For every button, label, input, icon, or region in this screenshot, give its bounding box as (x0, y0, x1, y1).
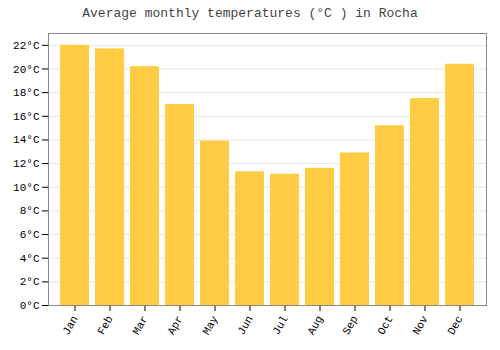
svg-text:Apr: Apr (165, 314, 185, 337)
svg-text:8°C: 8°C (20, 205, 40, 217)
svg-text:Mar: Mar (130, 314, 150, 337)
svg-text:Jul: Jul (270, 314, 290, 337)
svg-text:Jan: Jan (60, 314, 80, 337)
html-text:Average monthly temperatures (: Average monthly temperatures (°C ) in Ro… (82, 6, 418, 21)
svg-text:16°C: 16°C (13, 111, 40, 123)
svg-text:14°C: 14°C (13, 134, 40, 146)
svg-text:22°C: 22°C (13, 40, 40, 52)
svg-text:12°C: 12°C (13, 158, 40, 170)
svg-text:Oct: Oct (375, 314, 395, 337)
svg-text:18°C: 18°C (13, 87, 40, 99)
svg-text:20°C: 20°C (13, 63, 40, 75)
svg-text:Feb: Feb (95, 314, 115, 337)
svg-text:2°C: 2°C (20, 276, 40, 288)
svg-text:Aug: Aug (305, 314, 325, 337)
svg-text:Sep: Sep (340, 314, 360, 337)
svg-text:4°C: 4°C (20, 253, 40, 265)
svg-text:6°C: 6°C (20, 229, 40, 241)
svg-text:10°C: 10°C (13, 182, 40, 194)
svg-text:Dec: Dec (445, 314, 465, 337)
svg-text:Jun: Jun (235, 314, 255, 337)
svg-text:Nov: Nov (410, 313, 430, 336)
svg-text:0°C: 0°C (20, 300, 40, 312)
svg-text:May: May (200, 313, 220, 336)
